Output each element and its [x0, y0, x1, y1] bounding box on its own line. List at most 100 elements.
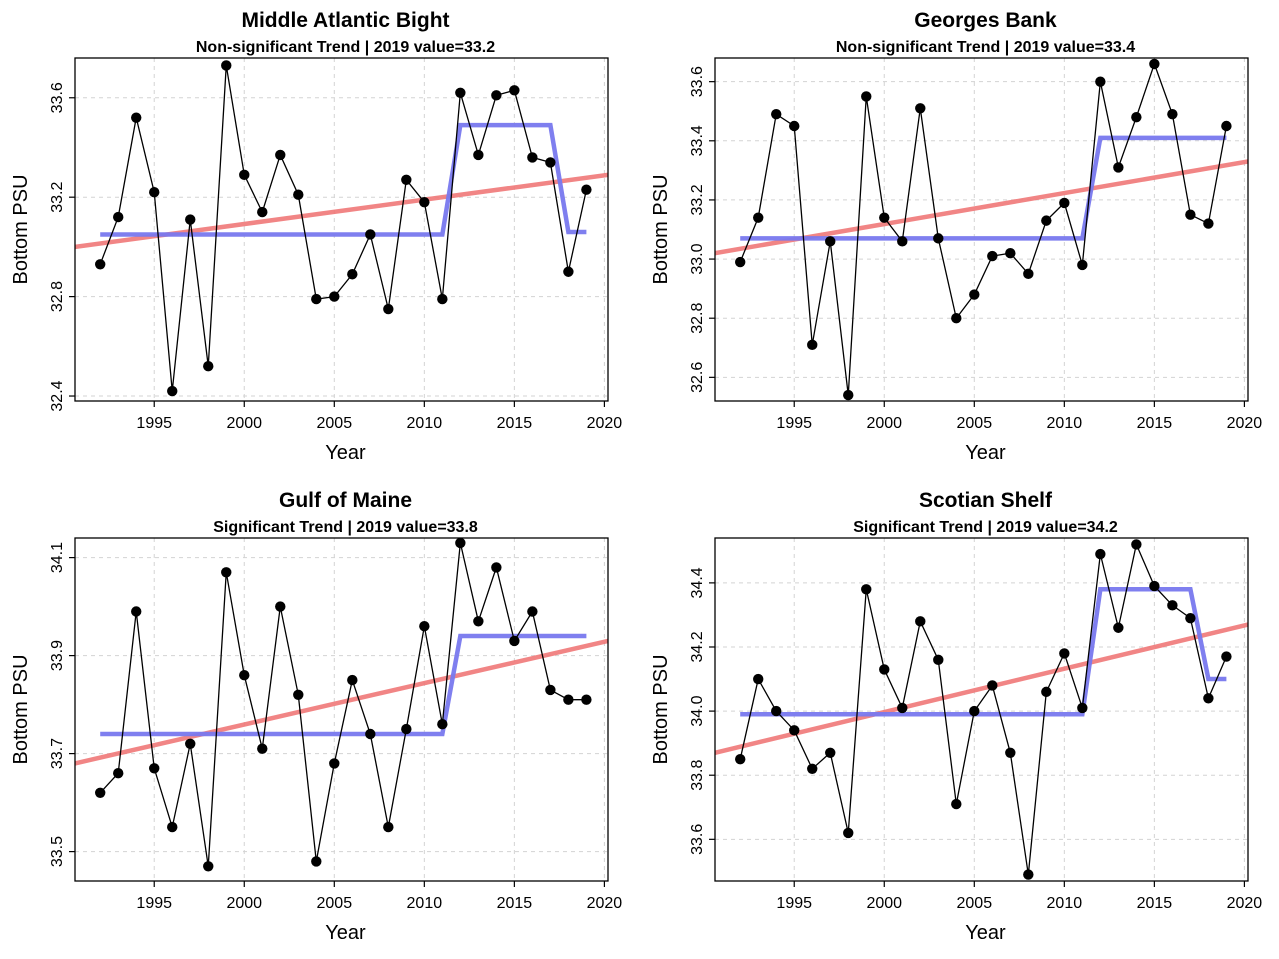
chart-title: Middle Atlantic Bight: [241, 9, 449, 32]
chart-subtitle: Non-significant Trend | 2019 value=33.4: [836, 39, 1135, 56]
regime-step-line: [740, 587, 1227, 717]
data-point-2013: [473, 149, 484, 161]
data-point-2011: [437, 293, 448, 305]
x-tick-label: 2015: [497, 895, 533, 912]
data-point-2001: [897, 702, 908, 714]
data-point-2006: [347, 674, 358, 686]
regime-step-line: [100, 633, 587, 737]
chart-middle-atlantic-bight: Middle Atlantic Bight Non-significant Tre…: [10, 9, 622, 464]
data-point-1996: [167, 385, 178, 397]
data-point-2004: [311, 293, 322, 305]
data-point-2012: [1095, 76, 1106, 87]
data-point-2004: [311, 856, 322, 867]
y-tick-label: 33.6: [49, 82, 66, 113]
data-point-1997: [185, 738, 196, 749]
y-tick-label: 33.4: [689, 125, 706, 156]
y-tick-label: 34.4: [689, 567, 706, 598]
y-tick-label: 34.0: [689, 695, 706, 726]
data-point-2015: [509, 635, 520, 647]
data-point-2008: [1023, 268, 1034, 280]
data-point-2008: [383, 303, 394, 315]
y-axis-label: Bottom PSU: [650, 654, 672, 764]
chart-subtitle: Significant Trend | 2019 value=33.8: [213, 519, 478, 536]
x-tick-label: 2005: [957, 895, 993, 912]
x-axis-label: Year: [325, 922, 366, 944]
data-point-2008: [383, 821, 394, 833]
data-point-2001: [257, 743, 268, 754]
data-point-1998: [203, 861, 214, 872]
data-point-1999: [221, 60, 232, 71]
data-point-2006: [987, 250, 998, 262]
data-point-2012: [455, 537, 466, 549]
data-point-1994: [131, 606, 142, 617]
data-point-2012: [455, 87, 466, 98]
y-axis-label: Bottom PSU: [10, 654, 32, 764]
x-tick-label: 2000: [226, 415, 262, 432]
panel-gulf-of-maine: Gulf of Maine Significant Trend | 2019 va…: [0, 480, 639, 959]
y-tick-label: 33.5: [49, 836, 66, 867]
data-point-2000: [879, 212, 890, 223]
data-point-1993: [753, 212, 764, 223]
data-point-2013: [473, 616, 484, 627]
data-point-2017: [1185, 209, 1196, 220]
data-point-2015: [1149, 58, 1160, 70]
data-point-2014: [1131, 539, 1142, 550]
series-line: [99, 542, 587, 867]
data-point-2009: [401, 174, 412, 185]
x-tick-label: 2010: [1047, 415, 1083, 432]
plot-area: [75, 65, 608, 392]
data-point-2003: [293, 189, 304, 200]
data-point-1997: [825, 236, 836, 247]
data-point-2011: [1077, 259, 1088, 271]
data-point-2007: [365, 728, 376, 740]
chart-title: Georges Bank: [914, 9, 1057, 32]
regime-step-line: [740, 135, 1227, 241]
data-point-2000: [239, 169, 250, 181]
y-tick-label: 33.0: [689, 243, 706, 274]
x-tick-label: 2005: [957, 415, 993, 432]
plot-area: [75, 542, 608, 867]
x-tick-label: 2020: [587, 895, 623, 912]
data-point-2018: [563, 266, 574, 277]
data-point-2017: [1185, 612, 1196, 624]
x-tick-label: 1995: [136, 895, 172, 912]
data-point-1993: [753, 673, 764, 685]
data-point-2005: [969, 289, 980, 300]
data-point-1996: [167, 821, 178, 833]
x-tick-label: 2005: [317, 415, 353, 432]
y-tick-label: 32.4: [49, 380, 66, 411]
data-point-2009: [1041, 215, 1052, 226]
data-point-2017: [545, 684, 556, 696]
data-point-2001: [257, 206, 268, 218]
data-point-2002: [275, 601, 286, 612]
data-point-1997: [825, 747, 836, 758]
data-point-2018: [1203, 693, 1214, 704]
x-tick-label: 1995: [776, 415, 812, 432]
x-tick-label: 2020: [1227, 415, 1263, 432]
data-point-1998: [843, 389, 854, 401]
x-tick-label: 2010: [407, 415, 443, 432]
data-point-2019: [581, 694, 592, 705]
data-point-2002: [915, 103, 926, 114]
data-point-2010: [1059, 648, 1070, 659]
y-tick-label: 32.8: [689, 303, 706, 334]
plot-frame: [74, 57, 609, 402]
panel-georges-bank: Georges Bank Non-significant Trend | 2019…: [640, 0, 1279, 479]
x-axis-label: Year: [965, 442, 1006, 464]
data-point-1994: [131, 112, 142, 123]
y-tick-label: 33.6: [689, 66, 706, 97]
data-point-2005: [329, 291, 340, 302]
data-point-2014: [491, 90, 502, 101]
data-point-2008: [1023, 869, 1034, 880]
data-point-1997: [185, 214, 196, 225]
data-point-2007: [1005, 747, 1016, 758]
data-point-2010: [1059, 197, 1070, 209]
data-point-2007: [1005, 247, 1016, 259]
data-point-2000: [879, 664, 890, 675]
data-point-1996: [807, 763, 818, 775]
trend-line: [715, 622, 1248, 755]
data-point-2007: [365, 229, 376, 240]
x-tick-label: 2010: [1047, 895, 1083, 912]
data-point-2003: [933, 233, 944, 244]
x-tick-label: 2000: [866, 415, 902, 432]
